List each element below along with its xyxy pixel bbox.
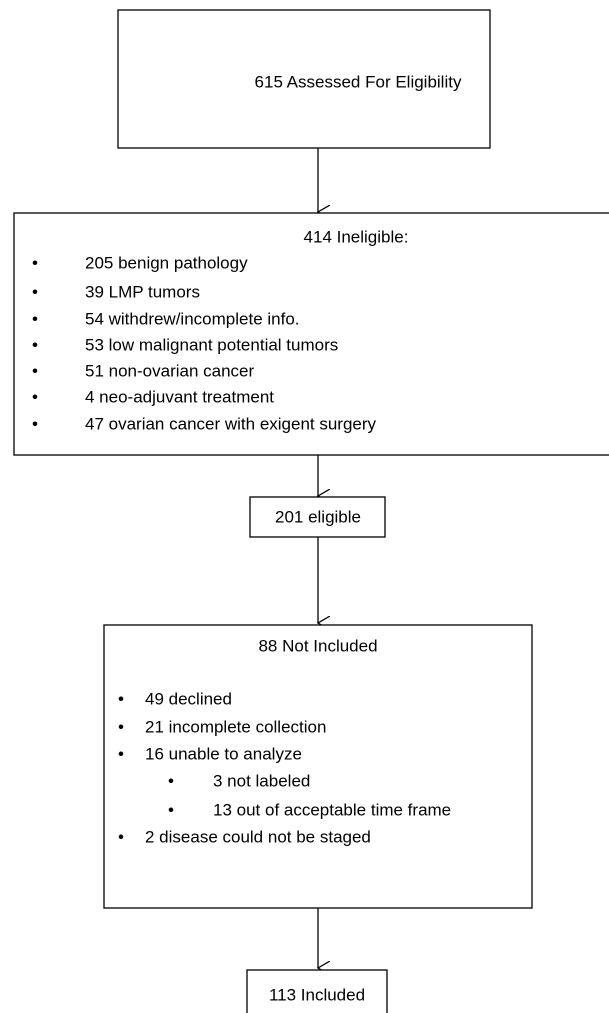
box [246,969,388,1013]
list-item: 53 low malignant potential tumors [85,335,338,354]
node-label: 414 Ineligible: [304,227,409,246]
bullet: • [32,335,38,354]
bullet-list: • 205 benign pathology • 39 LMP tumors •… [32,253,377,433]
list-item: 54 withdrew/incomplete info. [85,309,300,328]
list-item: 39 LMP tumors [85,282,200,301]
sub-list-item: 3 not labeled [213,771,310,790]
list-item: 47 ovarian cancer with exigent surgery [85,414,377,433]
bullet: • [118,689,124,708]
node-label: 88 Not Included [258,636,377,655]
list-item: 4 neo-adjuvant treatment [85,387,274,406]
bullet: • [168,800,174,819]
node-label: 201 eligible [275,507,361,526]
list-item: 49 declined [145,689,232,708]
bullet-list: • 49 declined • 21 incomplete collection… [118,689,451,846]
bullet: • [32,414,38,433]
list-item: 21 incomplete collection [145,717,326,736]
box [117,9,491,149]
box [249,496,386,538]
box [103,624,533,909]
bullet: • [32,387,38,406]
bullet: • [32,282,38,301]
bullet: • [32,361,38,380]
bullet: • [32,309,38,328]
list-item: 2 disease could not be staged [145,827,371,846]
node-label: 113 Included [269,985,365,1004]
box [13,212,609,456]
bullet: • [118,717,124,736]
bullet: • [32,253,38,272]
bullet: • [118,827,124,846]
sub-list-item: 13 out of acceptable time frame [213,800,451,819]
list-item: 205 benign pathology [85,253,248,272]
list-item: 51 non-ovarian cancer [85,361,255,380]
node-label: 615 Assessed For Eligibility [255,72,462,91]
bullet: • [168,771,174,790]
list-item: 16 unable to analyze [145,744,302,763]
bullet: • [118,744,124,763]
